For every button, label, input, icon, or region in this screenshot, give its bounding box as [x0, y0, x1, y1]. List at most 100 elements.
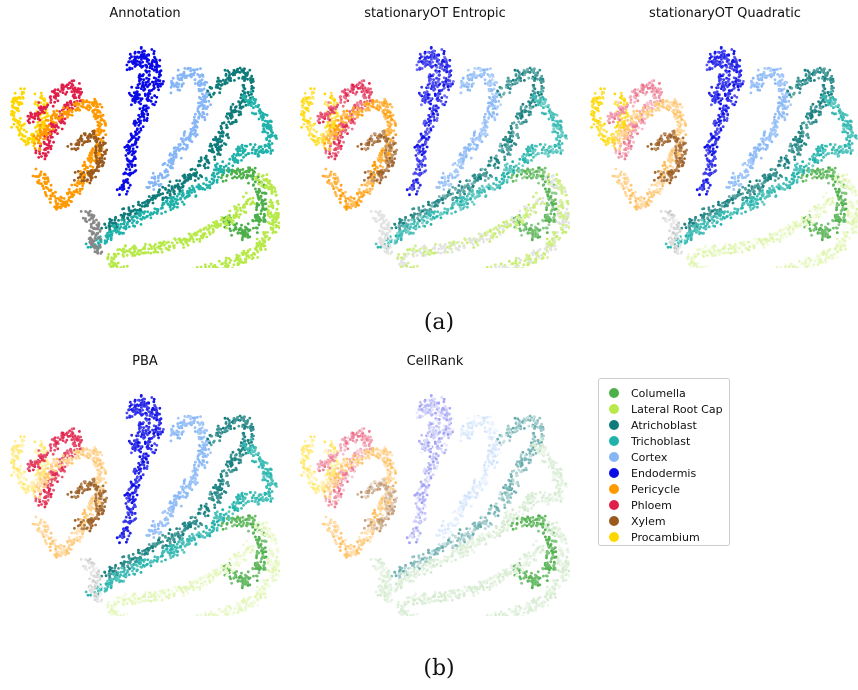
cell-point [237, 174, 241, 178]
cell-point [250, 148, 254, 152]
cell-point [159, 84, 162, 88]
cell-point [328, 124, 332, 128]
cell-point [245, 176, 248, 179]
cell-point [128, 183, 132, 187]
cell-point [495, 113, 499, 116]
cell-point [182, 134, 186, 137]
cell-point [255, 208, 258, 212]
cell-point [443, 86, 446, 90]
cell-point [22, 128, 26, 132]
cell-point [92, 135, 96, 139]
cell-point [140, 58, 143, 61]
cell-point [353, 117, 357, 121]
cell-point [382, 132, 385, 136]
cell-point [432, 78, 436, 81]
cell-point [449, 84, 452, 88]
cell-point [257, 146, 261, 150]
cell-point [217, 130, 221, 134]
cell-point [136, 220, 139, 224]
cell-point [248, 143, 252, 146]
cell-point [166, 163, 170, 167]
cell-point [260, 243, 263, 247]
cell-point [267, 142, 270, 146]
cell-point [212, 220, 216, 224]
cell-point [487, 83, 490, 87]
cell-point [367, 141, 371, 144]
cell-point [152, 68, 156, 72]
cell-point [96, 227, 100, 231]
cell-point [125, 253, 129, 257]
cell-point [155, 70, 159, 74]
cell-point [31, 120, 35, 124]
cell-point [427, 100, 431, 104]
cell-point [116, 261, 120, 265]
cell-point [357, 198, 360, 202]
cell-point [37, 101, 41, 104]
cell-point [29, 111, 32, 115]
cell-point [443, 55, 446, 59]
cell-point [62, 110, 65, 113]
cell-point [356, 83, 360, 86]
cell-point [473, 67, 477, 70]
cell-point [122, 265, 126, 268]
cell-point [211, 227, 215, 231]
cell-point [358, 113, 362, 117]
cell-point [384, 148, 388, 152]
cell-point [377, 108, 380, 112]
cell-point [379, 164, 382, 168]
cell-point [267, 205, 271, 208]
cell-point [175, 198, 178, 202]
cell-point [419, 93, 422, 97]
cell-point [266, 213, 270, 217]
cell-point [133, 224, 137, 228]
cell-point [197, 163, 201, 167]
cell-point [415, 192, 418, 196]
cell-point [207, 227, 211, 231]
cell-point [182, 203, 186, 206]
cell-point [366, 176, 370, 180]
cell-point [94, 116, 98, 119]
cell-point [249, 80, 253, 83]
cell-point [146, 251, 150, 254]
cell-point [122, 184, 125, 188]
cell-point [54, 190, 57, 194]
cell-point [440, 176, 444, 180]
cell-point [239, 96, 243, 100]
cell-point [70, 147, 74, 151]
cell-point [461, 162, 465, 166]
cell-point [448, 82, 452, 86]
cell-point [435, 70, 439, 74]
cell-point [327, 156, 331, 159]
cell-point [390, 153, 394, 157]
cell-point [93, 246, 97, 250]
cell-point [216, 77, 220, 80]
cell-point [321, 174, 325, 178]
cell-point [483, 125, 486, 129]
cell-point [323, 92, 327, 96]
cell-point [138, 214, 142, 218]
cell-point [31, 174, 35, 178]
cell-point [219, 218, 223, 222]
cell-point [181, 139, 185, 143]
cell-point [175, 179, 179, 183]
cell-point [484, 134, 488, 138]
cell-point [118, 248, 122, 251]
cell-point [157, 176, 160, 180]
cell-point [200, 235, 204, 239]
cell-point [252, 106, 255, 110]
cell-point [420, 165, 424, 169]
cell-point [334, 124, 338, 128]
cell-point [36, 103, 39, 107]
cell-point [95, 161, 98, 165]
cell-point [38, 124, 42, 128]
cell-point [437, 91, 440, 95]
cell-point [466, 147, 469, 151]
cell-point [333, 128, 337, 132]
cell-point [109, 230, 113, 233]
cell-point [188, 74, 192, 77]
cell-point [274, 212, 277, 216]
cell-point [134, 131, 138, 134]
cell-point [133, 208, 137, 212]
cell-point [11, 118, 15, 121]
cell-point [493, 83, 497, 87]
